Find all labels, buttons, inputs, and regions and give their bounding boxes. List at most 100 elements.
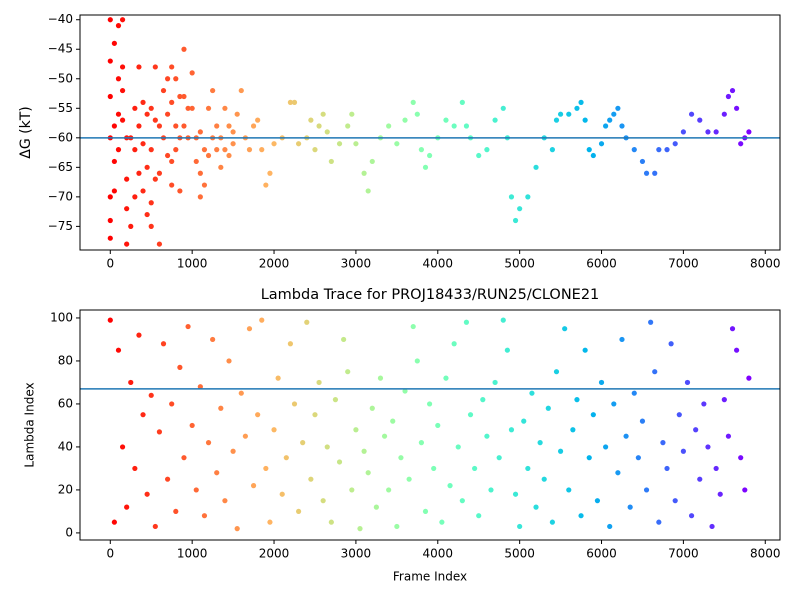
data-point — [271, 427, 277, 433]
data-point — [201, 513, 208, 519]
data-point — [394, 523, 400, 530]
data-point — [181, 123, 187, 129]
data-point — [664, 465, 670, 472]
y-axis-label: Lambda Index — [23, 382, 37, 467]
data-point — [128, 379, 134, 386]
data-point — [246, 326, 253, 332]
data-point — [312, 412, 318, 418]
data-point — [177, 93, 183, 100]
data-point — [639, 158, 646, 165]
data-point — [422, 164, 429, 170]
y-tick-label: 60 — [58, 396, 73, 410]
data-point — [693, 427, 699, 433]
data-point — [549, 519, 555, 525]
data-point — [132, 147, 138, 153]
data-point — [725, 433, 732, 439]
data-point — [598, 141, 605, 147]
data-point — [688, 513, 695, 519]
data-point — [738, 455, 744, 461]
data-point — [218, 405, 224, 411]
data-point — [418, 147, 425, 153]
data-point — [619, 336, 625, 343]
data-point — [267, 170, 273, 176]
data-point — [165, 152, 171, 159]
data-point — [169, 182, 175, 188]
data-point — [590, 412, 596, 418]
data-point — [144, 111, 150, 117]
data-point — [115, 147, 122, 153]
data-point — [115, 23, 122, 29]
data-point — [287, 341, 294, 347]
data-point — [320, 111, 326, 117]
data-point — [169, 158, 175, 165]
data-point — [574, 105, 580, 111]
data-point — [165, 111, 171, 117]
data-point — [586, 147, 592, 153]
x-tick-label: 7000 — [668, 257, 699, 271]
data-point — [684, 379, 691, 386]
data-point — [140, 412, 146, 418]
data-point — [537, 440, 543, 446]
data-point — [680, 448, 686, 454]
y-tick-label: 100 — [50, 310, 73, 324]
data-point — [512, 217, 519, 224]
data-point — [566, 111, 572, 117]
data-point — [529, 390, 535, 396]
data-point — [156, 429, 163, 435]
data-point — [381, 433, 388, 439]
data-point — [336, 141, 343, 147]
data-point — [115, 76, 122, 82]
data-point — [226, 358, 232, 364]
data-point — [574, 397, 580, 403]
data-point — [132, 194, 138, 200]
data-point — [193, 487, 199, 493]
data-point — [697, 476, 703, 482]
data-point — [205, 105, 212, 111]
data-point — [631, 147, 637, 153]
data-point — [406, 476, 412, 482]
data-point — [349, 487, 355, 493]
data-point — [119, 87, 126, 94]
data-point — [729, 326, 736, 332]
data-point — [156, 170, 163, 176]
data-point — [611, 401, 617, 407]
data-point — [107, 235, 113, 241]
data-point — [119, 64, 126, 70]
axes-frame — [79, 309, 781, 541]
data-point — [132, 105, 138, 111]
data-point — [488, 487, 494, 493]
data-point — [255, 412, 261, 418]
data-point — [124, 176, 130, 182]
data-point — [345, 369, 351, 375]
data-point — [476, 152, 482, 159]
data-point — [545, 405, 551, 411]
y-tick-label: 0 — [65, 525, 73, 539]
data-point — [746, 129, 752, 135]
data-point — [210, 87, 216, 94]
data-point — [259, 147, 265, 153]
data-point — [627, 504, 633, 510]
data-point — [553, 117, 560, 123]
data-point — [582, 117, 588, 123]
data-point — [369, 405, 375, 411]
data-point — [107, 217, 113, 224]
data-point — [152, 64, 158, 70]
data-point — [173, 123, 179, 129]
x-tick-label: 3000 — [341, 257, 372, 271]
data-point — [517, 206, 523, 212]
data-point — [410, 323, 416, 330]
y-axis-label: ΔG (kT) — [18, 106, 34, 158]
data-point — [500, 317, 506, 323]
data-point — [160, 341, 167, 347]
data-point — [152, 117, 158, 123]
data-point — [328, 519, 334, 525]
y-tick-label: −60 — [48, 130, 73, 144]
data-point — [557, 448, 564, 454]
data-point — [656, 147, 662, 153]
data-point — [124, 241, 130, 247]
data-point — [324, 129, 330, 135]
data-point — [533, 504, 539, 510]
data-point — [426, 401, 433, 407]
y-tick-label: −65 — [48, 160, 73, 174]
